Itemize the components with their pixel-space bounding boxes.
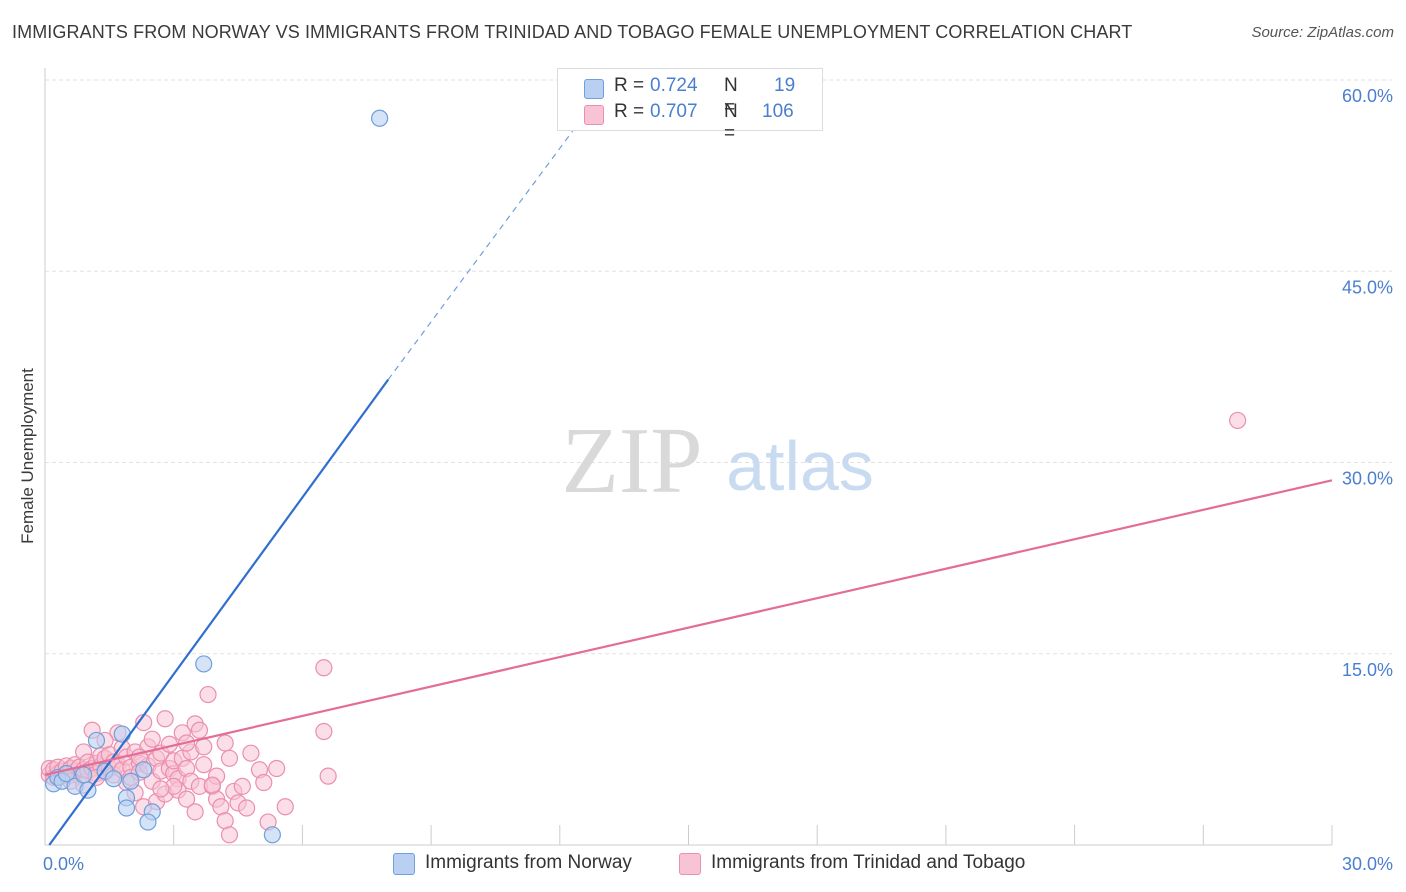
gridlines xyxy=(45,79,1392,655)
n-value: 106 xyxy=(762,101,794,122)
r-label: R = xyxy=(614,75,645,96)
y-tick-label: 60.0% xyxy=(1342,86,1393,106)
n-value: 19 xyxy=(774,75,796,96)
axes xyxy=(44,68,1333,846)
data-point-trinidad-tobago xyxy=(190,721,209,739)
r-label: R = xyxy=(614,101,645,122)
data-point-norway xyxy=(113,725,131,743)
data-point-norway xyxy=(371,109,389,127)
tick-labels: 15.0% 30.0% 45.0% 60.0% 0.0% 30.0% xyxy=(43,86,1393,874)
data-point-norway xyxy=(263,826,281,844)
data-point-trinidad-tobago xyxy=(156,710,174,728)
watermark: ZIP atlas xyxy=(562,409,874,513)
r-value: 0.707 xyxy=(650,101,698,122)
chart-title: IMMIGRANTS FROM NORWAY VS IMMIGRANTS FRO… xyxy=(12,22,1133,42)
legend-label: Immigrants from Norway xyxy=(425,852,632,873)
series-norway xyxy=(44,109,389,844)
n-label: N = xyxy=(724,75,738,118)
data-point-norway xyxy=(105,770,123,788)
data-point-norway xyxy=(122,772,140,790)
r-value: 0.724 xyxy=(650,75,698,96)
data-point-trinidad-tobago xyxy=(315,659,333,677)
data-point-trinidad-tobago xyxy=(220,826,239,844)
data-point-trinidad-tobago xyxy=(315,722,333,741)
data-point-trinidad-tobago xyxy=(242,744,260,762)
trend-line-norway xyxy=(48,378,390,846)
trinidad-tobago-swatch xyxy=(679,853,701,875)
norway-swatch xyxy=(393,853,415,875)
watermark-atlas: atlas xyxy=(726,427,874,505)
data-point-norway xyxy=(139,813,157,831)
trinidad-tobago-swatch xyxy=(584,105,604,125)
y-tick-label: 45.0% xyxy=(1342,277,1393,297)
data-point-norway xyxy=(75,766,93,784)
trend-line-norway-extension xyxy=(387,130,574,380)
data-point-trinidad-tobago xyxy=(220,749,239,767)
data-point-trinidad-tobago xyxy=(143,730,161,748)
watermark-zip: ZIP xyxy=(562,409,703,513)
data-point-norway xyxy=(195,655,213,673)
x-tick-label: 0.0% xyxy=(43,854,84,874)
data-point-trinidad-tobago xyxy=(177,790,196,808)
series-legend: Immigrants from Norway Immigrants from T… xyxy=(0,851,1406,877)
data-point-trinidad-tobago xyxy=(195,756,213,774)
data-point-trinidad-tobago xyxy=(276,798,294,816)
data-point-trinidad-tobago xyxy=(216,734,234,752)
data-point-trinidad-tobago xyxy=(1229,411,1247,430)
y-tick-label: 30.0% xyxy=(1342,469,1393,489)
legend-label: Immigrants from Trinidad and Tobago xyxy=(711,852,1026,873)
trend-line-trinidad-tobago xyxy=(44,479,1333,776)
data-point-trinidad-tobago xyxy=(186,803,204,821)
data-point-trinidad-tobago xyxy=(319,767,337,785)
data-point-trinidad-tobago xyxy=(152,780,170,798)
n-label: N = xyxy=(724,101,738,144)
data-point-norway xyxy=(87,731,106,750)
stats-legend: R = 0.724 N = 19 R = 0.707 N = 106 xyxy=(557,68,823,144)
norway-swatch xyxy=(584,79,604,99)
data-point-trinidad-tobago xyxy=(255,773,273,792)
data-point-norway xyxy=(117,799,136,817)
data-point-trinidad-tobago xyxy=(195,738,213,756)
data-point-trinidad-tobago xyxy=(238,799,256,817)
data-point-trinidad-tobago xyxy=(268,759,286,778)
data-point-norway xyxy=(135,761,153,779)
y-tick-label: 15.0% xyxy=(1342,660,1393,680)
x-tick-label: 30.0% xyxy=(1342,854,1393,874)
data-point-trinidad-tobago xyxy=(233,777,251,795)
source-label: Source: ZipAtlas.com xyxy=(1251,24,1394,41)
trend-lines xyxy=(44,130,1333,846)
data-point-trinidad-tobago xyxy=(203,776,221,794)
data-point-trinidad-tobago xyxy=(199,685,217,704)
